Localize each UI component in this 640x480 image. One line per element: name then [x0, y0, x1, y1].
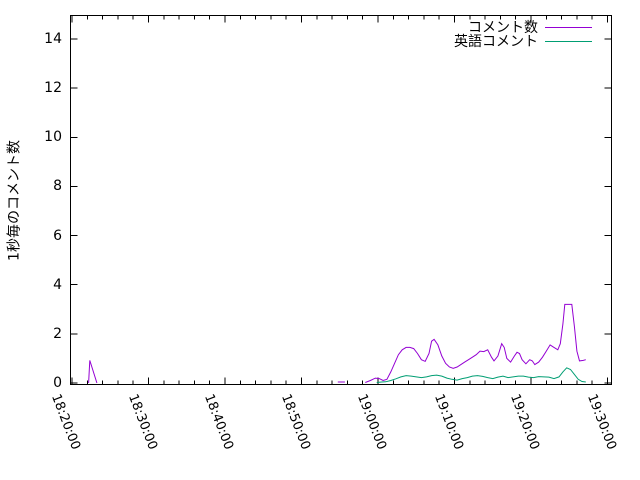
y-tick-label: 10 [44, 129, 62, 146]
y-tick-label: 6 [53, 227, 62, 244]
plot-border [70, 15, 612, 385]
y-tick-label: 12 [44, 80, 62, 97]
series-english-comments-line [376, 367, 586, 383]
y-tick-label: 8 [53, 178, 62, 195]
y-tick-label: 4 [53, 276, 62, 293]
legend-label-english-comments: 英語コメント [454, 33, 538, 50]
y-tick-label: 0 [53, 375, 62, 391]
legend-label-comments: コメント数 [468, 20, 538, 36]
y-tick-label: 14 [44, 31, 62, 48]
series-comments-line [365, 303, 586, 383]
series-comments-line [88, 360, 98, 384]
y-tick-label: 2 [53, 325, 62, 342]
